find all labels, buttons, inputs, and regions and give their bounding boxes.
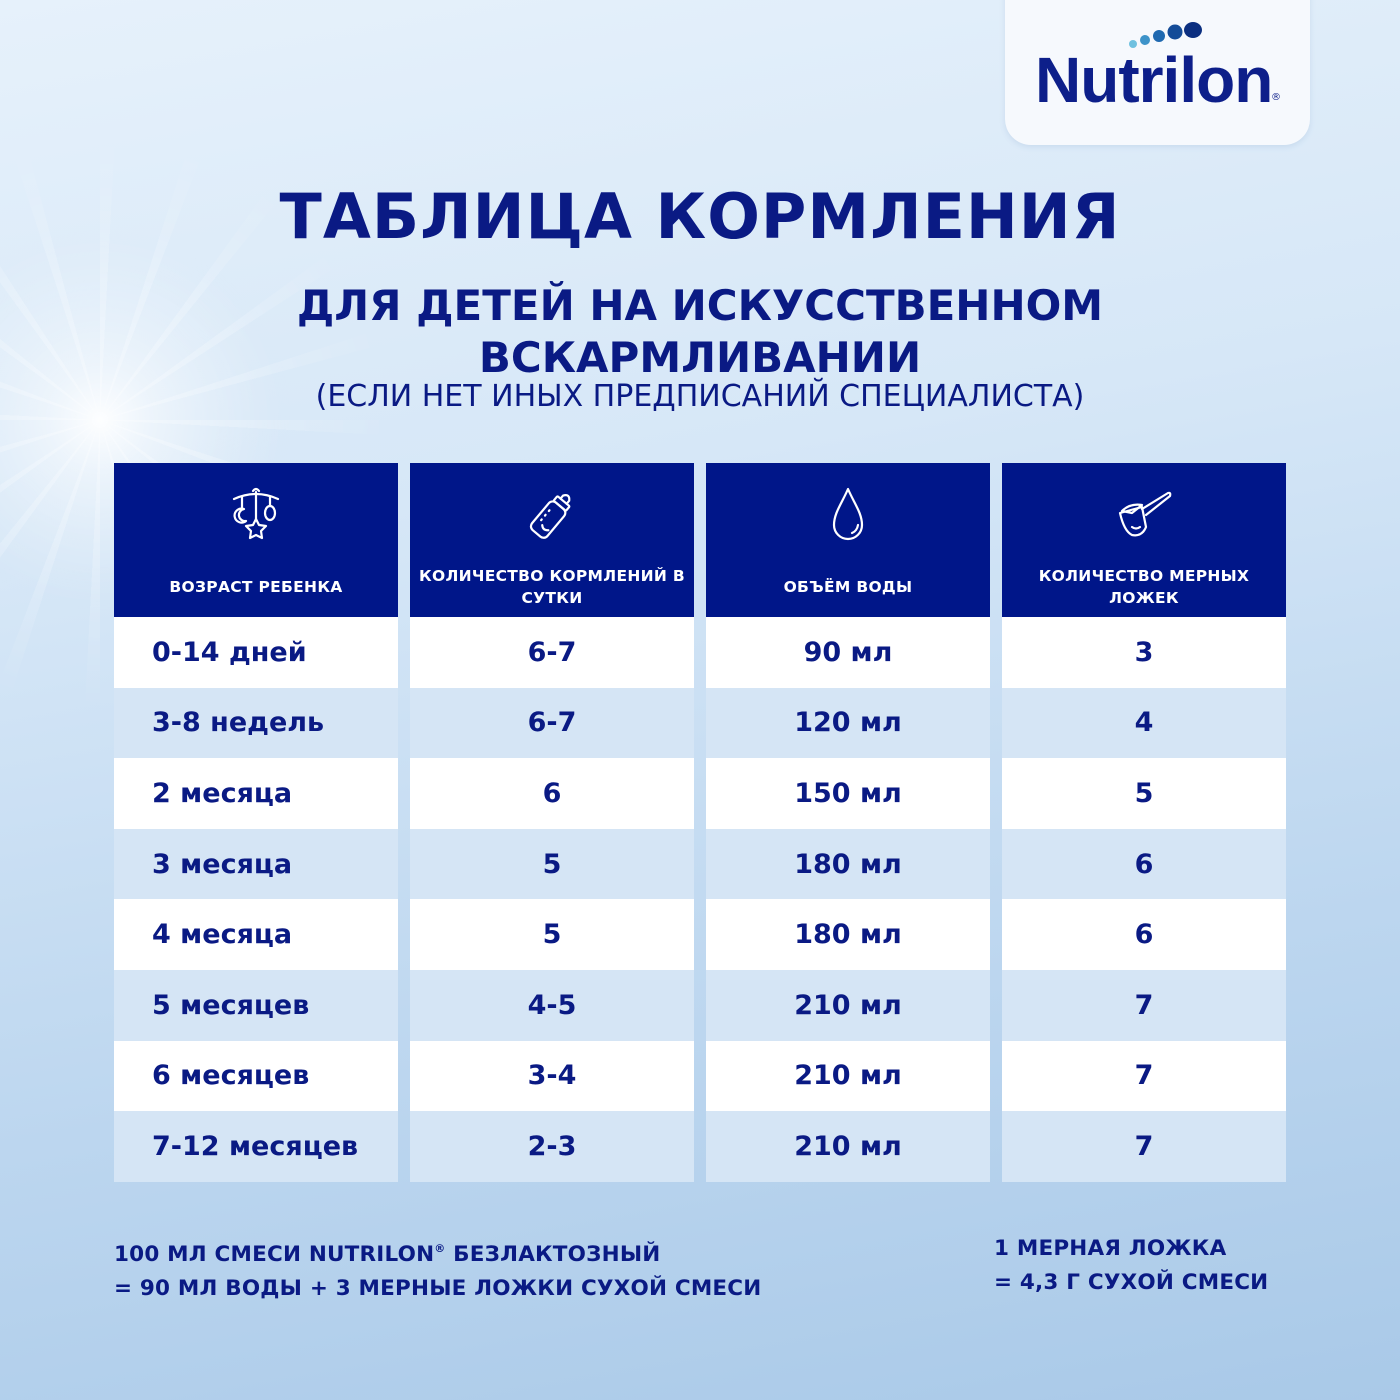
table-cell: 3 месяца <box>114 828 398 900</box>
logo-dots-icon <box>1129 22 1202 48</box>
table-cell: 150 мл <box>706 758 990 829</box>
table-cell: 2 месяца <box>114 758 398 829</box>
table-cell: 4 <box>1002 687 1286 759</box>
table-cell: 7 <box>1002 969 1286 1041</box>
footnote-scoop-line-2: = 4,3 Г СУХОЙ СМЕСИ <box>994 1270 1269 1295</box>
table-cell: 6 <box>410 758 694 829</box>
column-header-age: ВОЗРАСТ РЕБЕНКА <box>114 463 398 617</box>
footnote-scoop: 1 МЕРНАЯ ЛОЖКА = 4,3 Г СУХОЙ СМЕСИ <box>994 1232 1268 1300</box>
table-cell: 6-7 <box>410 617 694 688</box>
table-cell: 6-7 <box>410 687 694 759</box>
footnote-mixture-line-1: 100 МЛ СМЕСИ NUTRILON® БЕЗЛАКТОЗНЫЙ <box>114 1232 761 1272</box>
table-cell: 3-4 <box>410 1040 694 1112</box>
baby-bottle-icon <box>529 494 571 539</box>
page-title: ТАБЛИЦА КОРМЛЕНИЯ <box>279 180 1121 253</box>
table-cell: 0-14 дней <box>114 617 398 688</box>
subtitle-line-2: ВСКАРМЛИВАНИИ <box>478 333 922 382</box>
feeding-table: ВОЗРАСТ РЕБЕНКА 0-14 дней 3-8 недель 2 м… <box>114 463 1286 1182</box>
column-header-label: ВОЗРАСТ РЕБЕНКА <box>169 578 343 596</box>
column-header-feedings: КОЛИЧЕСТВО КОРМЛЕНИЙ В СУТКИ <box>410 463 694 617</box>
logo-registered-mark: ® <box>1271 92 1281 103</box>
subtitle-line-1: ДЛЯ ДЕТЕЙ НА ИСКУССТВЕННОМ <box>296 281 1104 330</box>
table-cell: 210 мл <box>706 1111 990 1182</box>
table-cell: 4 месяца <box>114 899 398 970</box>
table-cell: 120 мл <box>706 687 990 759</box>
page-subtitle: ДЛЯ ДЕТЕЙ НА ИСКУССТВЕННОМ ВСКАРМЛИВАНИИ <box>0 280 1400 384</box>
table-cell: 6 <box>1002 828 1286 900</box>
table-cell: 180 мл <box>706 828 990 900</box>
logo-card: Nutrilon ® <box>1005 0 1310 145</box>
table-cell: 6 <box>1002 899 1286 970</box>
table-cell: 2-3 <box>410 1111 694 1182</box>
column-header-label: КОЛИЧЕСТВО МЕРНЫХ ЛОЖЕК <box>1038 567 1250 607</box>
column-header-water: ОБЪЁМ ВОДЫ <box>706 463 990 617</box>
baby-mobile-icon <box>232 487 280 540</box>
table-cell: 4-5 <box>410 969 694 1041</box>
table-cell: 3 <box>1002 617 1286 688</box>
table-cell: 3-8 недель <box>114 687 398 759</box>
footnote-scoop-line-1: 1 МЕРНАЯ ЛОЖКА <box>994 1236 1227 1261</box>
table-cell: 5 <box>410 828 694 900</box>
table-cell: 5 <box>1002 758 1286 829</box>
footnote-mixture-line-2: = 90 МЛ ВОДЫ + 3 МЕРНЫЕ ЛОЖКИ СУХОЙ СМЕС… <box>114 1276 762 1301</box>
column-header-scoops: КОЛИЧЕСТВО МЕРНЫХ ЛОЖЕК <box>1002 463 1286 617</box>
registered-mark: ® <box>434 1242 446 1255</box>
table-cell: 5 <box>410 899 694 970</box>
table-cell: 210 мл <box>706 969 990 1041</box>
table-cell: 6 месяцев <box>114 1040 398 1112</box>
column-header-label: ОБЪЁМ ВОДЫ <box>783 578 913 596</box>
column-water-volume: ОБЪЁМ ВОДЫ 90 мл 120 мл 150 мл 180 мл 18… <box>706 463 990 1182</box>
footnote-mixture: 100 МЛ СМЕСИ NUTRILON® БЕЗЛАКТОЗНЫЙ = 90… <box>114 1232 761 1306</box>
specialist-note: (ЕСЛИ НЕТ ИНЫХ ПРЕДПИСАНИЙ СПЕЦИАЛИСТА) <box>315 379 1085 414</box>
table-cell: 5 месяцев <box>114 969 398 1041</box>
table-cell: 180 мл <box>706 899 990 970</box>
column-feedings: КОЛИЧЕСТВО КОРМЛЕНИЙ В СУТКИ 6-7 6-7 6 5… <box>410 463 694 1182</box>
measuring-scoop-icon <box>1118 491 1172 537</box>
footnote-text: 100 МЛ СМЕСИ NUTRILON <box>114 1242 435 1267</box>
column-age: ВОЗРАСТ РЕБЕНКА 0-14 дней 3-8 недель 2 м… <box>114 463 398 1182</box>
table-cell: 7-12 месяцев <box>114 1111 398 1182</box>
logo-text: Nutrilon <box>1035 44 1273 116</box>
footnote-text: БЕЗЛАКТОЗНЫЙ <box>445 1242 661 1267</box>
column-scoops: КОЛИЧЕСТВО МЕРНЫХ ЛОЖЕК 3 4 5 6 6 7 7 7 <box>1002 463 1286 1182</box>
table-cell: 90 мл <box>706 617 990 688</box>
table-cell: 7 <box>1002 1111 1286 1182</box>
column-header-label: КОЛИЧЕСТВО КОРМЛЕНИЙ В СУТКИ <box>419 567 685 607</box>
table-cell: 210 мл <box>706 1040 990 1112</box>
water-drop-icon <box>832 487 864 541</box>
table-cell: 7 <box>1002 1040 1286 1112</box>
